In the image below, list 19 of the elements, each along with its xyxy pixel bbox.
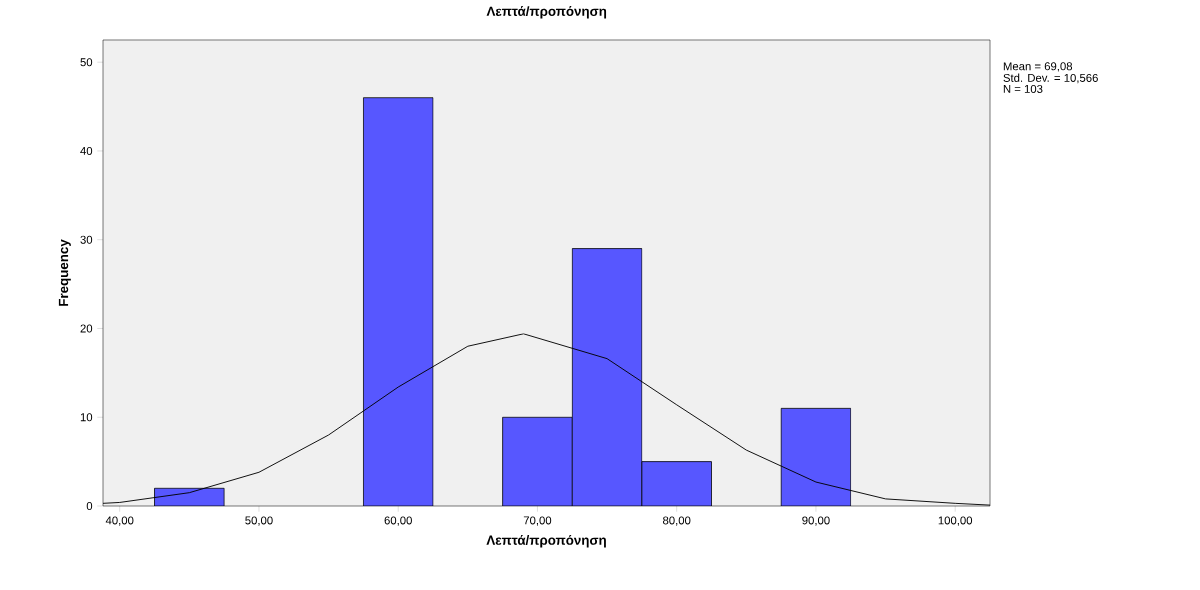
y-tick-label: 0 xyxy=(86,502,93,511)
text: Std. Dev. = 10,566 xyxy=(1003,73,1098,84)
y-tick-label: 10 xyxy=(80,413,93,422)
x-tick-label: 40,00 xyxy=(105,516,134,526)
y-axis-title: Frequency xyxy=(58,239,71,306)
text: N = 103 xyxy=(1003,84,1043,93)
x-tick-label: 100,00 xyxy=(938,516,973,526)
x-tick-label: 70,00 xyxy=(523,516,552,526)
x-tick-label: 60,00 xyxy=(384,516,412,526)
x-axis-title: Λεπτά/προπόνηση xyxy=(486,534,606,548)
x-tick-label: 50,00 xyxy=(245,516,273,526)
text: Mean = 69,08 xyxy=(1003,62,1073,72)
chart-title: Λεπτά/προπόνηση xyxy=(486,6,607,19)
y-tick-label: 30 xyxy=(80,235,93,244)
y-tick-label: 40 xyxy=(80,146,93,155)
x-tick-label: 90,00 xyxy=(802,516,830,526)
y-tick-label: 20 xyxy=(80,324,93,333)
y-tick-label: 50 xyxy=(80,58,93,67)
x-tick-label: 80,00 xyxy=(663,516,691,526)
